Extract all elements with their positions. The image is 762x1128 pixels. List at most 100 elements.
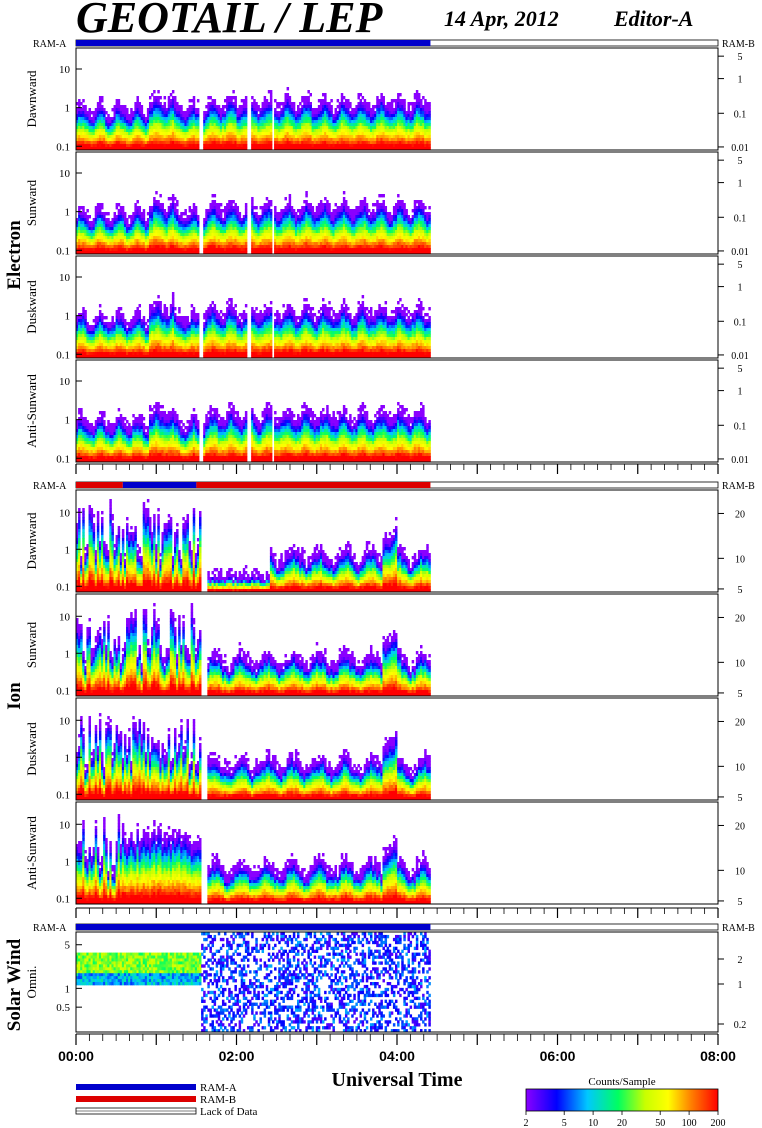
heatmap-cell [259,123,262,127]
heatmap-cell [96,141,100,145]
heatmap-cell [148,117,152,121]
heatmap-cell [215,138,219,142]
heatmap-cell [148,135,152,139]
heatmap-cell [232,90,235,94]
heatmap-cell [282,141,285,145]
heatmap-cell [261,129,265,133]
heatmap-cell [230,144,233,148]
heatmap-cell [288,141,292,145]
heatmap-cell [244,245,248,249]
heatmap-cell [101,99,104,103]
heatmap-cell [82,120,85,124]
heatmap-cell [171,108,175,112]
heatmap-cell [171,117,175,121]
heatmap-cell [255,132,258,136]
heatmap-cell [224,114,227,118]
heatmap-cell [297,114,300,118]
heatmap-cell [180,114,183,118]
heatmap-cell [134,138,137,142]
heatmap-cell [113,111,117,115]
heatmap-cell [267,90,271,94]
heatmap-cell [213,144,217,148]
heatmap-cell [105,144,108,148]
heatmap-cell [278,105,281,109]
heatmap-cell [282,123,285,127]
heatmap-cell [117,99,121,103]
heatmap-cell [215,129,219,133]
heatmap-cell [94,147,98,151]
heatmap-cell [105,117,108,121]
heatmap-cell [126,141,129,145]
heatmap-cell [226,135,229,139]
ram-b-label-solar-wind: RAM-B [722,923,755,934]
heatmap-cell [307,144,310,148]
heatmap-cell [292,108,296,112]
heatmap-cell [173,99,177,103]
heatmap-cell [178,111,181,115]
heatmap-cell [265,117,269,121]
heatmap-cell [286,141,290,145]
heatmap-cell [251,132,254,136]
heatmap-cell [155,141,158,145]
heatmap-cell [309,203,312,207]
heatmap-cell [86,132,89,136]
heatmap-cell [90,111,94,115]
heatmap-cell [292,129,296,133]
heatmap-cell [142,117,146,121]
heatmap-cell [148,141,152,145]
heatmap-cell [228,102,231,106]
heatmap-cell [428,138,431,142]
heatmap-cell [107,141,110,145]
heatmap-cell [101,144,104,148]
heatmap-cell [180,105,183,109]
heatmap-cell [92,126,96,130]
heatmap-cell [297,132,300,136]
heatmap-cell [161,117,164,121]
heatmap-cell [134,129,137,133]
heatmap-cell [215,132,219,136]
heatmap-cell [267,123,271,127]
heatmap-cell [244,96,248,100]
heatmap-cell [324,93,327,97]
heatmap-cell [140,111,144,115]
heatmap-cell [261,120,265,124]
heatmap-cell [367,102,371,106]
heatmap-cell [128,141,131,145]
heatmap-cell [117,108,121,112]
heatmap-cell [194,141,198,145]
heatmap-cell [138,209,142,213]
heatmap-cell [113,120,117,124]
heatmap-cell [244,132,248,136]
heatmap-cell [290,147,294,151]
heatmap-cell [117,129,121,133]
heatmap-cell [301,96,304,100]
heatmap-cell [309,108,312,112]
heatmap-cell [153,129,156,133]
heatmap-cell [261,147,265,151]
heatmap-cell [113,212,117,216]
heatmap-cell [286,96,290,100]
heatmap-cell [169,138,173,142]
heatmap-cell [224,117,227,121]
heatmap-cell [209,147,212,151]
heatmap-cell [290,206,294,210]
heatmap-cell [284,114,287,118]
heatmap-cell [134,147,137,151]
heatmap-cell [284,144,287,148]
heatmap-cell [269,200,273,204]
heatmap-cell [176,120,179,124]
heatmap-cell [167,102,171,106]
left-tick-label: 10 [59,64,71,76]
heatmap-cell [288,135,292,139]
heatmap-cell [290,120,294,124]
heatmap-cell [307,138,310,142]
heatmap-cell [107,138,110,142]
heatmap-cell [128,117,131,121]
heatmap-cell [192,114,196,118]
heatmap-cell [101,108,104,112]
heatmap-cell [305,105,308,109]
heatmap-cell [186,147,189,151]
heatmap-cell [242,129,246,133]
heatmap-cell [424,99,427,103]
heatmap-cell [105,138,108,142]
